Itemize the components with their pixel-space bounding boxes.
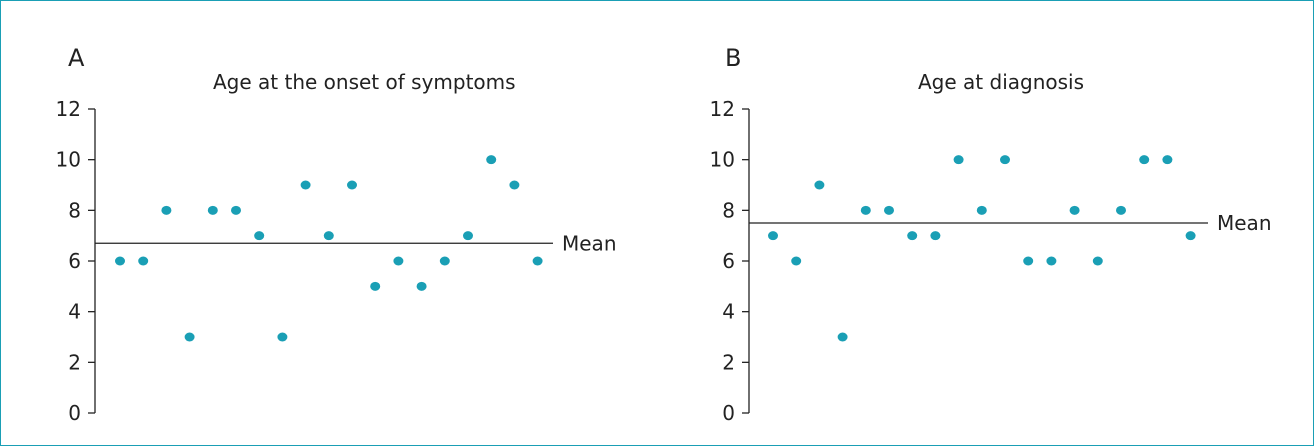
panel-a-mean: Mean: [95, 231, 617, 255]
panel-b-mean: Mean: [749, 211, 1272, 235]
panel-b-data-point: [1185, 231, 1196, 241]
panel-a-points: [115, 155, 543, 342]
panel-a-data-point: [486, 155, 497, 165]
panel-a-data-point: [393, 256, 404, 266]
panel-b-y-tick-label: 2: [722, 350, 735, 374]
panel-b-data-point: [1162, 155, 1173, 165]
panel-a-mean-label: Mean: [562, 231, 617, 255]
panel-a-y-axis: 0 2 4 6 8 10 12: [56, 97, 96, 425]
panel-b-data-point: [768, 231, 778, 241]
panel-b-data-point: [860, 205, 871, 215]
panel-b-letter: B: [725, 44, 741, 72]
panel-a-y-tick-label: 8: [68, 198, 81, 222]
panel-a-data-point: [231, 205, 241, 215]
panel-b-points: [768, 155, 1196, 342]
panel-a-data-point: [416, 281, 427, 291]
panel-b-data-point: [907, 231, 918, 241]
panel-b-y-tick-label: 10: [710, 148, 735, 172]
panel-a-y-tick-label: 6: [68, 249, 81, 273]
panel-b-y-tick-label: 0: [722, 401, 735, 425]
panel-b-data-point: [1023, 256, 1034, 266]
panel-b-data-point: [837, 332, 848, 342]
panel-b-data-point: [884, 205, 894, 215]
panel-b-data-point: [1139, 155, 1150, 165]
panel-b-mean-label: Mean: [1217, 211, 1272, 235]
panel-a-y-tick-label: 2: [68, 350, 81, 374]
panel-a-data-point: [138, 256, 149, 266]
panel-b-data-point: [1000, 155, 1010, 165]
panel-b-data-point: [953, 155, 964, 165]
panel-a-data-point: [277, 332, 288, 342]
panel-a-data-point: [347, 180, 357, 190]
panel-b-data-point: [791, 256, 802, 266]
panel-a-y-tick-label: 0: [68, 401, 81, 425]
panel-a-y-tick-label: 4: [68, 300, 81, 324]
panel-a-title: Age at the onset of symptoms: [213, 70, 516, 94]
panel-a-data-point: [509, 180, 520, 190]
panel-b-data-point: [976, 205, 987, 215]
panel-a-letter: A: [68, 44, 85, 72]
panel-b-data-point: [814, 180, 825, 190]
panel-a: A Age at the onset of symptoms 0 2 4 6 8 10 12…: [56, 44, 617, 425]
panel-a-data-point: [323, 231, 334, 241]
panel-a-y-tick-label: 12: [56, 97, 81, 121]
panel-a-data-point: [254, 231, 265, 241]
panel-b-data-point: [1069, 205, 1080, 215]
panel-b-y-tick-label: 4: [722, 300, 735, 324]
panel-a-data-point: [300, 180, 311, 190]
panel-b: B Age at diagnosis 0 2 4 6 8 10 12 Mean: [710, 44, 1272, 425]
panel-a-data-point: [532, 256, 543, 266]
panel-b-data-point: [1116, 205, 1126, 215]
panel-a-y-tick-label: 10: [56, 148, 81, 172]
panel-b-y-axis: 0 2 4 6 8 10 12: [710, 97, 750, 425]
panel-a-data-point: [463, 231, 473, 241]
panel-b-y-tick-label: 12: [710, 97, 735, 121]
panel-a-data-point: [439, 256, 450, 266]
panel-a-data-point: [161, 205, 172, 215]
panel-b-y-tick-label: 6: [722, 249, 735, 273]
panel-b-data-point: [1092, 256, 1103, 266]
panel-a-data-point: [184, 332, 195, 342]
panel-a-data-point: [207, 205, 218, 215]
panel-b-title: Age at diagnosis: [918, 70, 1084, 94]
panel-a-data-point: [115, 256, 125, 266]
panel-a-data-point: [370, 281, 381, 291]
panel-b-data-point: [1046, 256, 1057, 266]
panel-b-data-point: [930, 231, 941, 241]
panel-b-y-tick-label: 8: [722, 198, 735, 222]
